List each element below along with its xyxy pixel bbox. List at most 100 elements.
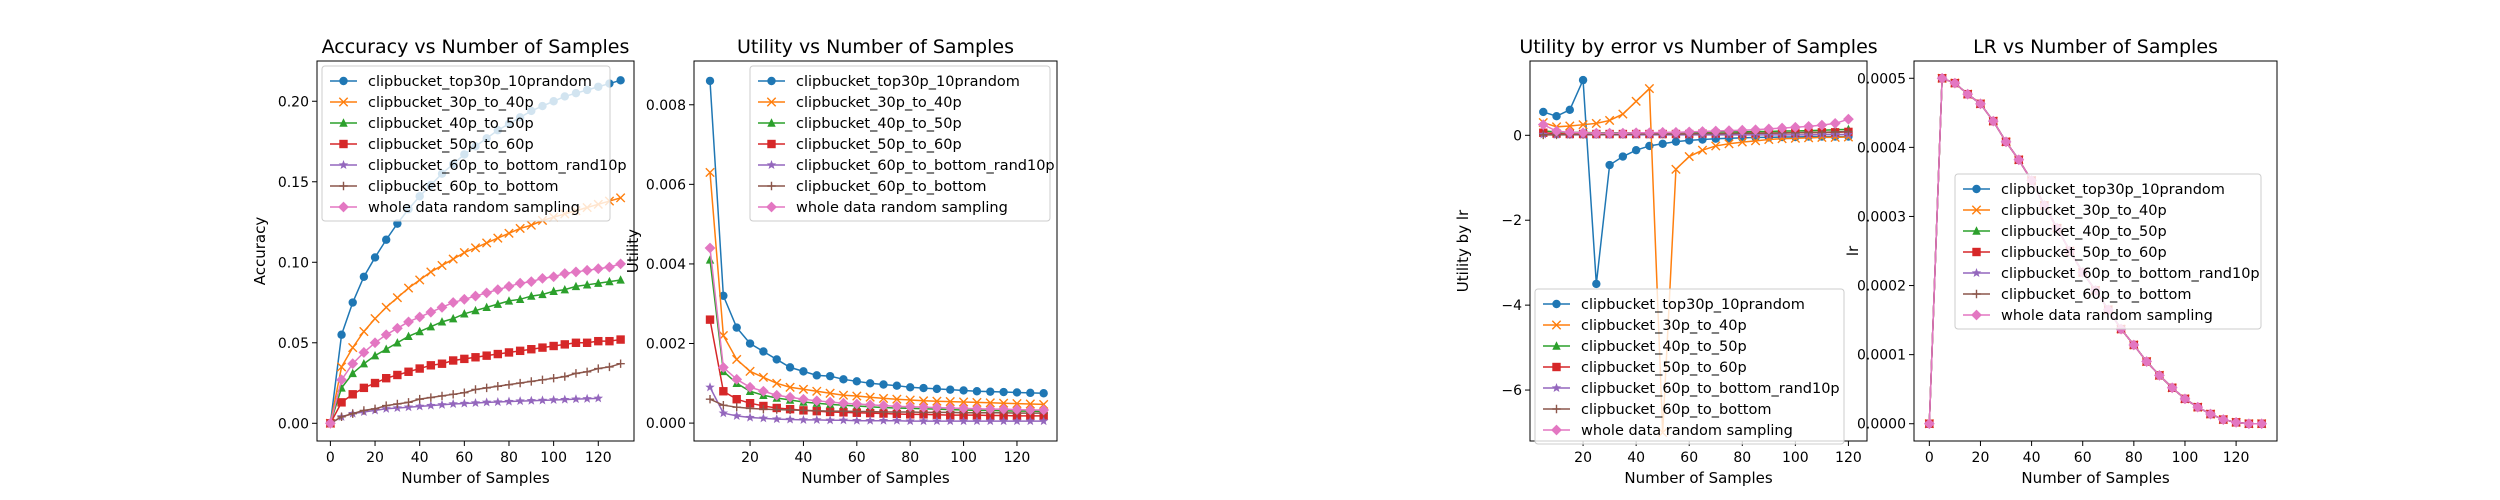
data-point <box>1987 115 1999 127</box>
data-point <box>812 371 821 380</box>
data-point <box>403 402 414 412</box>
data-point <box>503 281 515 292</box>
data-point <box>1577 127 1589 139</box>
legend-label: clipbucket_50p_to_60p <box>796 137 962 153</box>
data-point <box>892 415 902 425</box>
data-point <box>732 402 741 412</box>
data-point <box>403 316 414 328</box>
y-tick-label: 0.10 <box>278 255 309 271</box>
data-point <box>1644 83 1655 94</box>
y-tick-label: 0.15 <box>278 175 309 191</box>
data-point <box>852 391 862 401</box>
data-point <box>348 298 357 307</box>
x-tick-label: 20 <box>1972 450 1990 466</box>
legend-label: clipbucket_top30p_10prandom <box>796 74 1020 90</box>
data-point <box>2166 382 2178 394</box>
legend-label: whole data random sampling <box>2001 308 2213 324</box>
data-point <box>878 393 889 404</box>
data-point <box>757 385 769 397</box>
data-point <box>582 393 592 403</box>
data-point <box>878 400 889 411</box>
data-point <box>571 338 581 347</box>
data-point <box>2154 369 2165 381</box>
legend-marker <box>339 76 348 86</box>
data-point <box>425 306 437 318</box>
data-point <box>471 353 480 362</box>
data-point <box>358 347 370 358</box>
y-axis-label: Utility <box>624 229 642 273</box>
data-point <box>785 363 795 372</box>
data-point <box>1025 416 1036 426</box>
data-point <box>527 377 536 386</box>
data-point <box>1539 130 1548 140</box>
data-point <box>2179 393 2191 405</box>
data-point <box>2141 356 2153 367</box>
data-point <box>705 315 715 324</box>
data-point <box>985 416 996 426</box>
data-point <box>370 313 380 324</box>
data-point <box>426 393 436 402</box>
data-point <box>471 385 480 394</box>
legend-marker <box>1551 383 1562 393</box>
data-point <box>772 405 781 414</box>
data-point <box>426 321 436 331</box>
data-point <box>359 359 369 368</box>
data-point <box>2000 136 2012 148</box>
data-point <box>415 326 424 336</box>
data-point <box>1618 109 1628 119</box>
data-point <box>537 395 548 405</box>
legend-label: clipbucket_40p_to_50p <box>1581 339 1747 355</box>
data-point <box>403 283 414 293</box>
data-point <box>772 355 781 364</box>
legend-label: clipbucket_60p_to_bottom <box>796 179 987 195</box>
data-point <box>1657 126 1669 138</box>
x-axis-label: Number of Samples <box>2021 469 2169 487</box>
data-point <box>1630 127 1642 139</box>
data-point <box>2256 418 2268 430</box>
legend-label: clipbucket_60p_to_bottom_rand10p <box>796 158 1055 174</box>
data-point <box>1975 98 1986 110</box>
data-point <box>348 390 357 399</box>
x-tick-label: 100 <box>540 450 567 466</box>
data-point <box>492 284 504 296</box>
y-tick-label: 0.0004 <box>1857 140 1906 156</box>
legend-label: clipbucket_top30p_10prandom <box>368 74 592 90</box>
data-point <box>1710 125 1722 137</box>
data-point <box>548 394 559 404</box>
data-point <box>537 272 548 284</box>
legend-marker <box>338 160 349 170</box>
data-point <box>514 277 526 289</box>
data-point <box>1711 141 1721 151</box>
data-point <box>460 354 469 364</box>
data-point <box>865 379 875 388</box>
legend-marker <box>338 201 349 213</box>
data-point <box>958 397 969 407</box>
data-point <box>393 370 402 380</box>
data-point <box>1038 416 1049 426</box>
data-point <box>705 382 715 392</box>
data-point <box>348 342 358 353</box>
data-point <box>426 267 436 277</box>
data-point <box>1592 279 1601 289</box>
data-point <box>839 375 848 384</box>
data-point <box>1816 119 1828 131</box>
data-point <box>1750 124 1761 136</box>
data-point <box>482 383 491 393</box>
data-point <box>838 390 849 400</box>
legend-label: clipbucket_50p_to_60p <box>1581 360 1747 376</box>
data-point <box>525 276 537 287</box>
data-point <box>1671 164 1681 174</box>
data-point <box>1578 75 1588 85</box>
data-point <box>1962 88 1974 100</box>
legend: clipbucket_top30p_10prandom clipbucket_30… <box>1954 173 2262 330</box>
data-point <box>1539 107 1548 117</box>
data-point <box>998 416 1009 426</box>
data-point <box>382 401 391 410</box>
series-group <box>704 76 1050 426</box>
data-point <box>1605 160 1614 170</box>
data-point <box>515 294 525 304</box>
data-point <box>391 322 403 334</box>
data-point <box>798 393 809 405</box>
y-tick-label: 0.0000 <box>1857 417 1906 433</box>
data-point <box>905 383 915 392</box>
